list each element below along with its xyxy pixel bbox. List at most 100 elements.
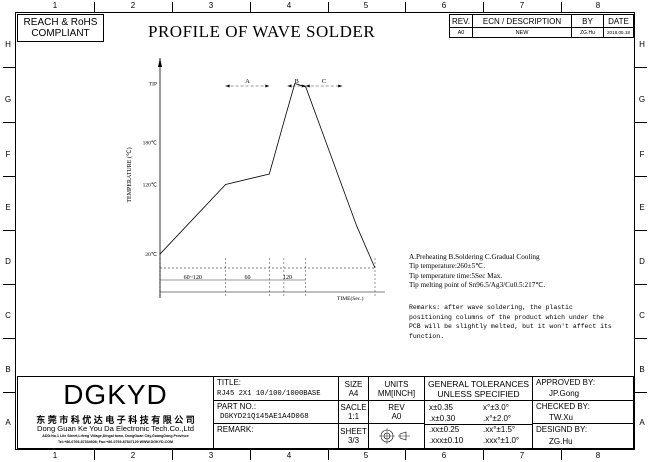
zone-col-4: 4 — [286, 451, 292, 460]
projection-cell — [368, 423, 425, 449]
tol-angular-2: .xx°±1.5° — [483, 425, 516, 434]
rev-label: REV — [388, 403, 405, 412]
tolerance-sub: UNLESS SPECIFIED — [437, 388, 520, 399]
zone-arrow — [225, 84, 230, 88]
zone-row-F: F — [5, 150, 11, 159]
segment-label: 60~120 — [184, 275, 202, 281]
approved-label: APPROVED BY: — [536, 378, 596, 387]
remark-line-1: Remarks: after wave soldering, the plast… — [409, 304, 573, 311]
scale-label: SACLE — [340, 403, 367, 412]
sheet-cell: SHEET 3/3 — [338, 423, 369, 449]
zone-arrow — [305, 84, 310, 88]
zone-row-F: F — [639, 150, 645, 159]
chart-grid — [158, 58, 385, 298]
size-label: SIZE — [344, 379, 363, 389]
tol-linear-2: .xx±0.25 — [429, 425, 460, 434]
units-value: MM[INCH] — [377, 388, 416, 398]
solder-profile-chart: TIP 180℃ 120℃ 20℃ TEMPERATURE (℃) TIME(Sec.) 6… — [126, 58, 385, 302]
zone-row-C: C — [639, 311, 645, 320]
zone-col-7: 7 — [519, 1, 525, 10]
segment-label: 60 — [244, 275, 250, 281]
y-tick-label: TIP — [149, 81, 157, 87]
zone-col-3: 3 — [208, 1, 214, 10]
tol-angular-1: .x°±2.0° — [483, 414, 512, 423]
y-axis-arrow — [158, 58, 162, 67]
zone-col-3: 3 — [208, 451, 214, 460]
title-label: TITLE: — [217, 378, 242, 387]
tolerance-title: GENERAL TOLERANCES — [427, 378, 530, 389]
projection-icon — [378, 428, 410, 444]
zone-row-A: A — [639, 418, 645, 427]
designed-cell: DESIGND BY: ZG.Hu — [532, 423, 634, 449]
zone-col-5: 5 — [363, 1, 369, 10]
zone-col-2: 2 — [130, 1, 136, 10]
rev-header-desc: ECN / DESCRIPTION — [472, 14, 572, 28]
zone-col-1: 1 — [52, 1, 58, 10]
tol-angular-0: x°±3.0° — [483, 403, 509, 412]
designed-value: ZG.Hu — [549, 437, 573, 446]
part-value: DGKYD21Q145AE1A4D068 — [220, 413, 309, 421]
x-axis-label: TIME(Sec.) — [337, 295, 364, 302]
zone-row-B: B — [639, 365, 645, 374]
zone-col-5: 5 — [363, 451, 369, 460]
zone-row-G: G — [4, 95, 12, 104]
rev-cell-by: ZG.Hu — [571, 27, 604, 38]
rev-value: A0 — [391, 412, 402, 421]
y-tick-label: 20℃ — [145, 252, 158, 258]
zone-col-1: 1 — [52, 451, 58, 460]
zone-row-H: H — [639, 40, 645, 49]
compliance-line-1: REACH & RoHS — [23, 17, 98, 28]
zone-label: C — [322, 78, 326, 85]
remarks-text: Remarks: after wave soldering, the plast… — [409, 303, 634, 341]
zone-arrow — [287, 84, 292, 88]
zone-col-6: 6 — [441, 451, 447, 460]
zone-col-7: 7 — [519, 451, 525, 460]
title-value: RJ45 2X1 10/100/1000BASE — [217, 390, 321, 398]
solder-notes: A.Preheating B.Soldering C.Gradual Cooli… — [409, 253, 634, 291]
remark-label: REMARK: — [217, 425, 254, 434]
rev-header-date: DATE — [603, 14, 634, 28]
zone-col-8: 8 — [595, 1, 601, 10]
rev-cell: REV A0 — [368, 400, 425, 424]
tolerance-grid: x±0.35 x°±3.0° .x±0.30 .x°±2.0° .xx±0.25… — [424, 400, 533, 449]
tolerance-header: GENERAL TOLERANCES UNLESS SPECIFIED — [424, 376, 533, 401]
company-address: ADD:No.1 Lile Street,Lifeng Village,Ding… — [42, 434, 189, 438]
units-label: UNITS — [384, 379, 409, 389]
checked-value: TW.Xu — [549, 413, 574, 422]
scale-cell: SACLE 1:1 — [338, 400, 369, 424]
size-cell: SIZE A4 — [338, 376, 369, 401]
zone-row-D: D — [5, 257, 11, 266]
y-tick-label: 120℃ — [143, 182, 158, 188]
zone-row-A: A — [5, 418, 11, 427]
remark-line-3: PCB will be slightly melted, but it won'… — [409, 323, 612, 330]
company-name-cn: 东 莞 市 科 优 达 电 子 科 技 有 限 公 司 — [36, 415, 195, 425]
approved-value: JP.Gong — [549, 389, 580, 398]
zone-row-D: D — [639, 257, 645, 266]
page-title: PROFILE OF WAVE SOLDER — [148, 22, 376, 41]
profile-curve — [159, 82, 376, 269]
part-cell: PART NO.: DGKYD21Q145AE1A4D068 — [213, 400, 339, 424]
rev-cell-desc: NEW — [472, 27, 572, 38]
zone-col-6: 6 — [441, 1, 447, 10]
rev-header-rev: REV. — [449, 14, 473, 28]
y-tick-label: 180℃ — [143, 141, 158, 147]
rev-cell-rev: A0 — [449, 27, 473, 38]
tol-angular-3: .xxx°±1.0° — [483, 436, 520, 445]
zone-row-H: H — [5, 40, 11, 49]
zone-col-8: 8 — [595, 451, 601, 460]
units-cell: UNITS MM[INCH] — [368, 376, 425, 401]
sheet-label: SHEET — [340, 427, 367, 436]
zone-row-B: B — [5, 365, 11, 374]
company-contact: Tel:+86-0769-87334608; Fax:+86-0769-8784… — [58, 440, 173, 444]
remark-cell: REMARK: — [213, 423, 339, 449]
note-line-2: Tip temperature:260±5℃. — [409, 262, 486, 271]
zone-row-C: C — [5, 311, 11, 320]
part-label: PART NO.: — [217, 402, 257, 411]
zone-arrow — [265, 84, 270, 88]
note-line-1: A.Preheating B.Soldering C.Gradual Cooli… — [409, 253, 540, 261]
y-axis-label: TEMPERATURE (℃) — [126, 147, 133, 202]
company-logo: DGKYD — [63, 379, 168, 410]
zone-label: B — [294, 78, 299, 85]
tol-linear-3: .xxx±0.10 — [429, 436, 464, 445]
zone-label: A — [245, 78, 250, 85]
